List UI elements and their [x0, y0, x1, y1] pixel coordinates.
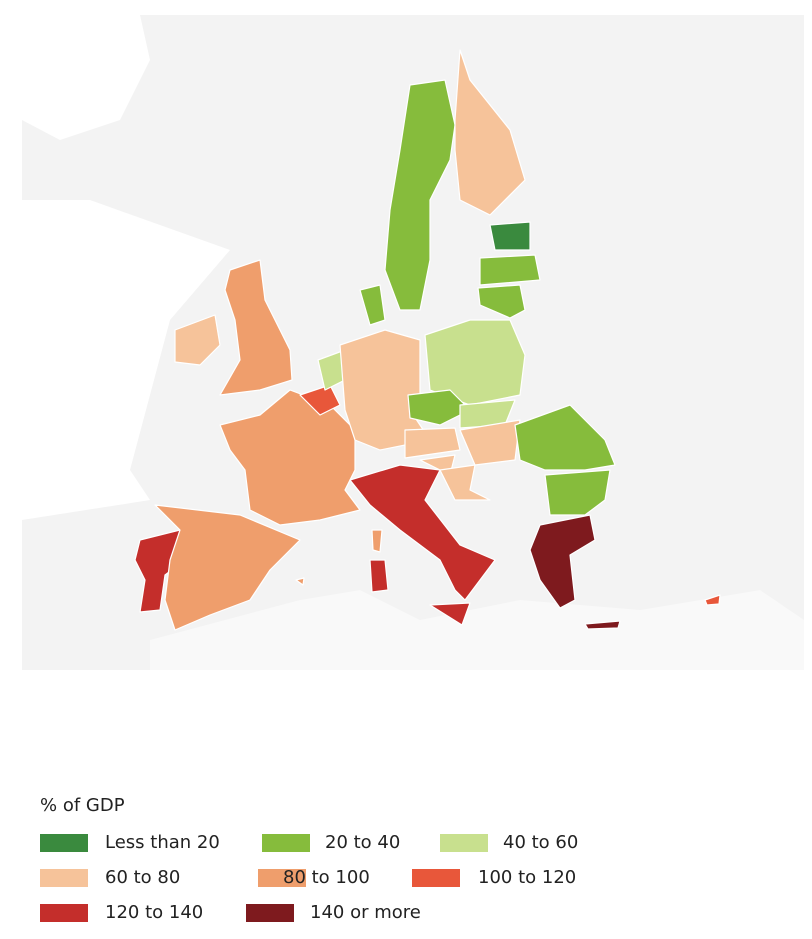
- country: [371, 529, 383, 553]
- country: [459, 419, 521, 466]
- legend-label: 20 to 40: [325, 832, 400, 853]
- legend-swatch: [40, 904, 88, 922]
- legend-swatch: [412, 869, 460, 887]
- legend-swatch: [40, 834, 88, 852]
- country: [429, 602, 471, 626]
- legend-swatch: [258, 869, 306, 887]
- country: [407, 389, 471, 426]
- country: [404, 427, 461, 459]
- country: [299, 384, 341, 416]
- sea: [22, 200, 230, 520]
- country: [454, 49, 526, 216]
- legend-label: 40 to 60: [503, 832, 578, 853]
- country: [514, 404, 616, 471]
- country: [584, 620, 621, 630]
- country: [704, 594, 721, 606]
- country: [529, 514, 596, 609]
- country: [479, 254, 541, 286]
- legend-swatch: [246, 904, 294, 922]
- country: [174, 314, 221, 366]
- legend-label: 100 to 120: [478, 867, 576, 888]
- country: [477, 284, 526, 319]
- map: [22, 15, 804, 670]
- legend-swatch: [262, 834, 310, 852]
- country: [369, 559, 389, 593]
- country: [384, 79, 456, 311]
- legend-label: Less than 20: [105, 832, 220, 853]
- legend-swatch: [40, 869, 88, 887]
- country: [154, 504, 301, 631]
- sea: [150, 590, 804, 670]
- country: [439, 464, 491, 501]
- sea: [22, 15, 150, 140]
- legend-swatch: [440, 834, 488, 852]
- country: [359, 284, 386, 326]
- country: [489, 221, 531, 251]
- country: [219, 259, 293, 396]
- legend-label: 140 or more: [310, 902, 421, 923]
- legend-label: 120 to 140: [105, 902, 203, 923]
- countries: [134, 49, 721, 631]
- country: [339, 329, 431, 451]
- legend-label: 80 to 100: [283, 867, 370, 888]
- legend-title: % of GDP: [40, 795, 125, 816]
- legend-label: 60 to 80: [105, 867, 180, 888]
- country: [219, 389, 361, 526]
- legend: % of GDP Less than 20 20 to 40 40 to 60 60 …: [40, 795, 578, 923]
- country: [544, 469, 611, 516]
- country: [295, 577, 305, 586]
